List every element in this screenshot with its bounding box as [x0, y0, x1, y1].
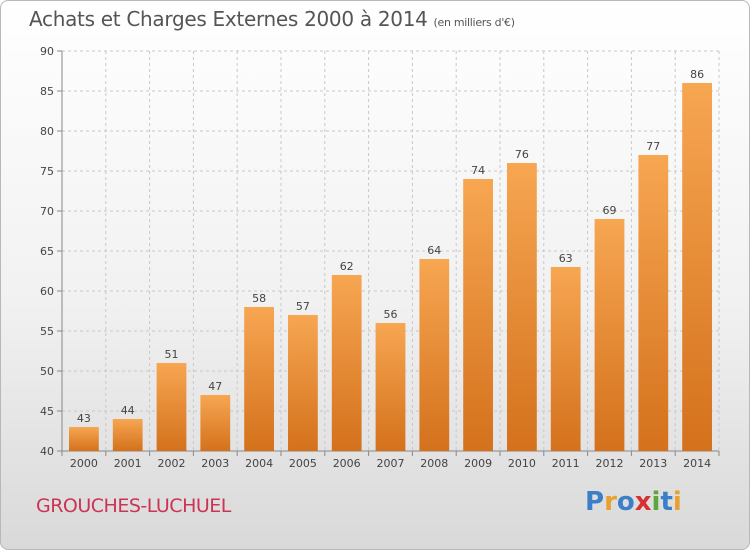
x-tick-label: 2002 — [158, 457, 186, 470]
bar — [244, 307, 274, 451]
proxiti-logo[interactable]: Proxiti — [585, 487, 682, 517]
chart-title: Achats et Charges Externes 2000 à 2014 (e… — [29, 7, 515, 31]
x-tick-label: 2004 — [245, 457, 273, 470]
data-label: 64 — [427, 244, 441, 257]
bar — [507, 163, 537, 451]
data-label: 86 — [690, 68, 704, 81]
bar — [112, 419, 143, 451]
data-label: 58 — [252, 292, 266, 305]
logo-letter: x — [634, 487, 652, 517]
bars — [69, 83, 712, 451]
x-tick-label: 2000 — [70, 457, 98, 470]
bar — [550, 267, 581, 451]
y-tick-label: 60 — [40, 285, 54, 298]
x-tick-label: 2008 — [420, 457, 448, 470]
bar — [594, 219, 625, 451]
logo-letter: t — [660, 487, 673, 517]
data-label: 63 — [559, 252, 573, 265]
x-tick-label: 2006 — [333, 457, 361, 470]
y-tick-label: 90 — [40, 45, 54, 58]
data-label: 62 — [340, 260, 354, 273]
bar — [331, 275, 362, 451]
bar — [419, 259, 450, 451]
bar — [463, 179, 493, 451]
x-tick-label: 2010 — [508, 457, 536, 470]
chart-subtitle: (en milliers d'€) — [433, 16, 515, 29]
data-label: 44 — [121, 404, 135, 417]
logo-letter: i — [651, 487, 661, 517]
x-tick-label: 2012 — [596, 457, 624, 470]
bar — [682, 83, 712, 451]
bar — [288, 315, 318, 451]
x-tick-label: 2007 — [377, 457, 405, 470]
bar — [375, 323, 406, 451]
logo-letter: P — [585, 487, 605, 517]
data-label: 69 — [603, 204, 617, 217]
logo-letter: r — [604, 487, 617, 517]
y-tick-label: 65 — [40, 245, 54, 258]
y-tick-label: 40 — [40, 445, 54, 458]
y-tick-label: 75 — [40, 165, 54, 178]
x-tick-label: 2011 — [552, 457, 580, 470]
y-tick-label: 70 — [40, 205, 54, 218]
chart-title-text: Achats et Charges Externes 2000 à 2014 — [29, 7, 428, 31]
x-tick-label: 2013 — [639, 457, 667, 470]
bar — [638, 155, 669, 451]
bar — [69, 427, 99, 451]
data-label: 77 — [646, 140, 660, 153]
x-tick-label: 2005 — [289, 457, 317, 470]
x-tick-label: 2003 — [201, 457, 229, 470]
commune-name: GROUCHES-LUCHUEL — [36, 495, 231, 517]
data-label: 47 — [208, 380, 222, 393]
y-tick-label: 45 — [40, 405, 54, 418]
bar — [156, 363, 187, 451]
data-label: 51 — [165, 348, 179, 361]
data-label: 43 — [77, 412, 91, 425]
y-tick-label: 50 — [40, 365, 54, 378]
x-tick-label: 2001 — [114, 457, 142, 470]
bar — [200, 395, 231, 451]
data-label: 74 — [471, 164, 485, 177]
y-tick-label: 55 — [40, 325, 54, 338]
x-tick-label: 2009 — [464, 457, 492, 470]
data-label: 56 — [384, 308, 398, 321]
data-label: 76 — [515, 148, 529, 161]
data-label: 57 — [296, 300, 310, 313]
logo-letter: i — [672, 487, 682, 517]
y-tick-label: 85 — [40, 85, 54, 98]
labels: 40 45 50 55 60 65 70 75 80 85 90 43 2000 44 2001 51 2002… — [40, 45, 711, 470]
y-tick-label: 80 — [40, 125, 54, 138]
logo-letter: o — [616, 487, 635, 517]
x-tick-label: 2014 — [683, 457, 711, 470]
